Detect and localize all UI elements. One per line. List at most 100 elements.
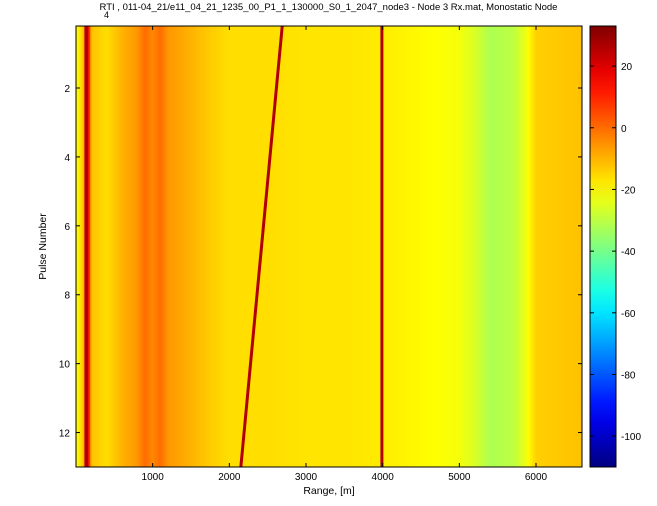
heatmap-column bbox=[181, 26, 184, 467]
plot-area bbox=[75, 25, 583, 468]
heatmap-column bbox=[419, 26, 422, 467]
colorbar-ticks: 20 0 -20 -40 -60 -80 -100 bbox=[590, 62, 641, 443]
heatmap-column bbox=[505, 26, 508, 467]
heatmap-column bbox=[129, 26, 132, 467]
heatmap-column bbox=[106, 26, 109, 467]
heatmap-column bbox=[95, 26, 99, 467]
heatmap-column bbox=[212, 26, 215, 467]
heatmap-column bbox=[542, 26, 545, 467]
heatmap-column bbox=[281, 26, 284, 467]
heatmap-column bbox=[560, 26, 563, 467]
heatmap-column bbox=[506, 26, 509, 467]
heatmap-column bbox=[555, 26, 559, 467]
heatmap-column bbox=[169, 26, 172, 467]
heatmap-column bbox=[80, 26, 83, 467]
heatmap-column bbox=[511, 26, 514, 467]
heatmap-column bbox=[358, 26, 361, 467]
heatmap-column bbox=[493, 26, 496, 467]
heatmap-column bbox=[226, 26, 229, 467]
heatmap-column bbox=[577, 26, 580, 467]
heatmap-column bbox=[548, 26, 551, 467]
heatmap-column bbox=[284, 26, 287, 467]
heatmap-column bbox=[184, 26, 187, 467]
heatmap-column bbox=[276, 26, 279, 467]
heatmap-column bbox=[580, 26, 582, 467]
heatmap-column bbox=[293, 26, 296, 467]
heatmap-column bbox=[355, 26, 358, 467]
colorbar-tick-label: -80 bbox=[621, 370, 636, 381]
heatmap-column bbox=[390, 26, 393, 467]
heatmap-column bbox=[315, 26, 318, 467]
heatmap-column bbox=[102, 26, 105, 467]
heatmap-column bbox=[384, 26, 387, 467]
heatmap-column bbox=[100, 26, 103, 467]
heatmap-column bbox=[408, 26, 411, 467]
heatmap-column bbox=[440, 26, 444, 467]
heatmap-column bbox=[252, 26, 255, 467]
chart-title: RTI , 011-04_21/e11_04_21_1235_00_P1_1_1… bbox=[99, 2, 558, 13]
heatmap-column bbox=[192, 26, 195, 467]
heatmap-column bbox=[516, 26, 519, 467]
heatmap-column bbox=[486, 26, 490, 467]
heatmap-column bbox=[574, 26, 577, 467]
heatmap-column bbox=[359, 26, 362, 467]
colorbar: 20 0 -20 -40 -60 -80 -100 bbox=[589, 25, 641, 468]
heatmap-column bbox=[460, 26, 463, 467]
heatmap-column bbox=[253, 26, 256, 467]
heatmap-column bbox=[125, 26, 128, 467]
heatmap-column bbox=[557, 26, 560, 467]
heatmap-column bbox=[227, 26, 230, 467]
heatmap-column bbox=[79, 26, 82, 467]
heatmap-column bbox=[191, 26, 194, 467]
heatmap-column bbox=[410, 26, 413, 467]
y-axis-label: Pulse Number bbox=[37, 213, 49, 280]
heatmap-column bbox=[296, 26, 299, 467]
heatmap-column bbox=[290, 26, 293, 467]
heatmap-column bbox=[554, 26, 557, 467]
heatmap-column bbox=[571, 26, 574, 467]
heatmap-column bbox=[91, 26, 94, 467]
heatmap-column bbox=[76, 26, 79, 467]
heatmap-column bbox=[439, 26, 442, 467]
heatmap-column bbox=[522, 26, 525, 467]
heatmap-column bbox=[566, 26, 569, 467]
heatmap-column bbox=[126, 26, 129, 467]
heatmap-column bbox=[103, 26, 106, 467]
heatmap-column bbox=[201, 26, 204, 467]
heatmap-column bbox=[250, 26, 253, 467]
heatmap-column bbox=[534, 26, 537, 467]
heatmap-column bbox=[309, 26, 312, 467]
heatmap-column bbox=[465, 26, 468, 467]
heatmap-column bbox=[233, 26, 237, 467]
heatmap-column bbox=[122, 26, 125, 467]
heatmap-column bbox=[430, 26, 433, 467]
heatmap-column bbox=[325, 26, 329, 467]
heatmap-column bbox=[549, 26, 552, 467]
heatmap-column bbox=[174, 26, 177, 467]
heatmap-column bbox=[115, 26, 118, 467]
heatmap-column bbox=[89, 26, 92, 467]
heatmap-column bbox=[304, 26, 307, 467]
heatmap-column bbox=[154, 26, 157, 467]
heatmap-column bbox=[482, 26, 485, 467]
heatmap-column bbox=[244, 26, 247, 467]
heatmap-column bbox=[287, 26, 290, 467]
y-tick-label: 2 bbox=[64, 84, 70, 95]
heatmap-column bbox=[267, 26, 270, 467]
heatmap-column bbox=[322, 26, 325, 467]
heatmap-column bbox=[120, 26, 123, 467]
heatmap-column bbox=[388, 26, 391, 467]
heatmap-column bbox=[477, 26, 480, 467]
heatmap-column bbox=[456, 26, 459, 467]
heatmap-column bbox=[292, 26, 295, 467]
heatmap-column bbox=[519, 26, 522, 467]
heatmap-column bbox=[214, 26, 217, 467]
heatmap-column bbox=[313, 26, 316, 467]
heatmap-column bbox=[378, 26, 381, 467]
heatmap-column bbox=[528, 26, 531, 467]
heatmap-column bbox=[164, 26, 168, 467]
heatmap-column bbox=[238, 26, 241, 467]
heatmap-column bbox=[459, 26, 462, 467]
heatmap-column bbox=[536, 26, 539, 467]
heatmap-column bbox=[509, 26, 513, 467]
